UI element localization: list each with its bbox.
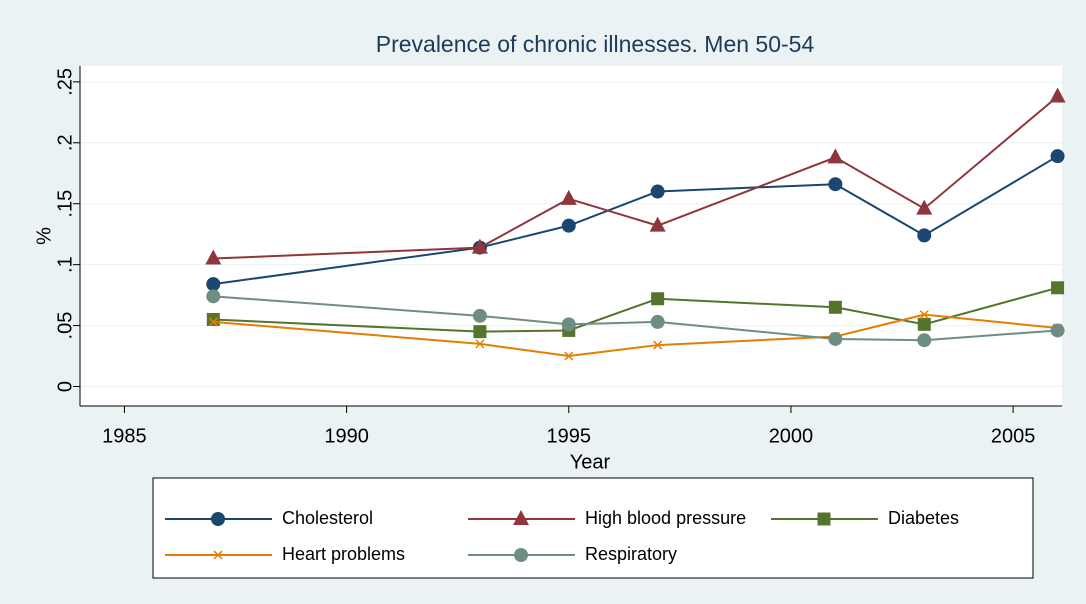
marker bbox=[653, 340, 663, 350]
y-tick-label: .1 bbox=[54, 256, 76, 273]
marker bbox=[561, 218, 576, 233]
marker bbox=[514, 548, 528, 562]
marker bbox=[475, 339, 485, 349]
marker bbox=[917, 228, 932, 243]
marker bbox=[1051, 281, 1065, 295]
marker bbox=[828, 177, 843, 192]
chart-title: Prevalence of chronic illnesses. Men 50-… bbox=[376, 31, 815, 57]
marker bbox=[472, 308, 487, 323]
marker bbox=[208, 317, 218, 327]
marker bbox=[650, 314, 665, 329]
marker bbox=[1049, 87, 1066, 103]
x-tick-label: 1995 bbox=[547, 425, 592, 447]
marker bbox=[206, 277, 221, 292]
y-tick-label: .2 bbox=[54, 134, 76, 151]
legend-label: Heart problems bbox=[282, 544, 405, 564]
legend bbox=[152, 477, 1034, 579]
marker bbox=[206, 312, 220, 326]
legend-label: Respiratory bbox=[585, 544, 677, 564]
marker bbox=[211, 512, 225, 526]
x-tick-label: 1985 bbox=[102, 425, 147, 447]
x-tick-label: 1990 bbox=[324, 425, 369, 447]
marker bbox=[917, 333, 932, 348]
marker bbox=[1050, 149, 1065, 164]
y-tick-label: .25 bbox=[54, 68, 76, 96]
marker bbox=[213, 550, 223, 560]
x-axis-label: Year bbox=[570, 451, 611, 473]
marker bbox=[649, 216, 666, 232]
marker bbox=[513, 510, 529, 525]
y-axis-label: % bbox=[33, 227, 55, 245]
y-tick-label: .05 bbox=[54, 312, 76, 340]
marker bbox=[916, 199, 933, 215]
marker bbox=[919, 310, 929, 320]
marker bbox=[650, 184, 665, 199]
marker bbox=[828, 300, 842, 314]
x-tick-label: 2005 bbox=[991, 425, 1036, 447]
marker bbox=[205, 249, 222, 265]
marker bbox=[560, 189, 577, 205]
marker bbox=[561, 317, 576, 332]
plot-area bbox=[80, 66, 1062, 406]
y-tick-label: .15 bbox=[54, 190, 76, 218]
marker bbox=[817, 512, 831, 526]
marker bbox=[564, 351, 574, 361]
legend-label: Cholesterol bbox=[282, 508, 373, 528]
x-tick-label: 2000 bbox=[769, 425, 814, 447]
marker bbox=[828, 331, 843, 346]
marker bbox=[827, 148, 844, 164]
marker bbox=[471, 238, 488, 254]
marker bbox=[651, 292, 665, 306]
y-tick-label: 0 bbox=[54, 381, 76, 392]
legend-label: High blood pressure bbox=[585, 508, 746, 528]
marker bbox=[1050, 323, 1065, 338]
marker bbox=[917, 317, 931, 331]
marker bbox=[473, 325, 487, 339]
legend-label: Diabetes bbox=[888, 508, 959, 528]
marker bbox=[206, 289, 221, 304]
